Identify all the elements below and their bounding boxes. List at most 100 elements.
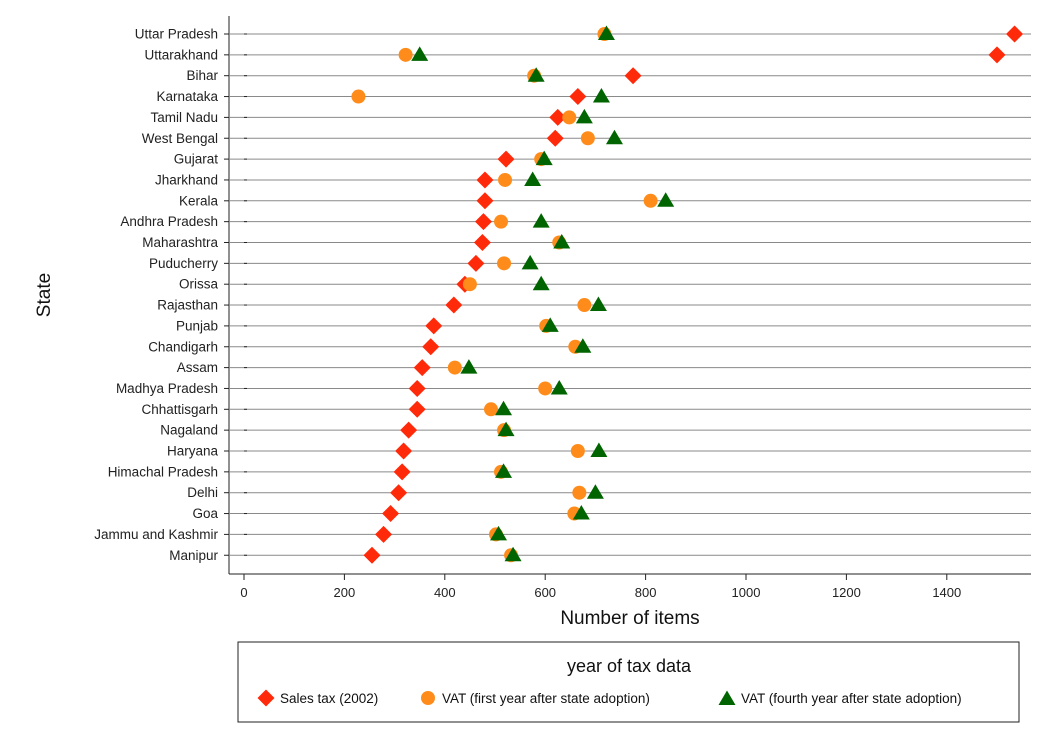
diamond-point-chandigarh xyxy=(422,338,440,356)
y-tick-label-nagaland: Nagaland xyxy=(160,423,218,438)
y-tick-label-orissa: Orissa xyxy=(179,277,218,292)
legend-label-vat-fourth-year-after-state-adoption: VAT (fourth year after state adoption) xyxy=(741,691,962,706)
triangle-point-haryana xyxy=(590,442,608,457)
circle-point-haryana xyxy=(570,444,585,458)
diamond-point-bihar xyxy=(624,67,642,85)
y-tick-label-haryana: Haryana xyxy=(167,444,219,459)
y-tick-label-west-bengal: West Bengal xyxy=(142,131,218,146)
y-tick-label-punjab: Punjab xyxy=(176,318,218,333)
triangle-point-assam xyxy=(460,359,478,374)
y-tick-label-maharashtra: Maharashtra xyxy=(142,235,218,250)
triangle-point-puducherry xyxy=(521,254,539,270)
triangle-point-himachal-pradesh xyxy=(495,463,513,478)
x-tick-label-800: 800 xyxy=(635,585,657,600)
legend-marker-vat-fourth-year-after-state-adoption xyxy=(718,690,736,705)
y-tick-label-uttar-pradesh: Uttar Pradesh xyxy=(135,27,218,42)
diamond-point-uttarakhand xyxy=(988,46,1006,64)
circle-point-madhya-pradesh xyxy=(538,381,553,396)
diamond-point-rajasthan xyxy=(445,296,463,314)
triangle-point-delhi xyxy=(586,484,604,499)
circle-point-rajasthan xyxy=(577,298,592,313)
y-tick-labels: Uttar Pradesh Uttarakhand Bihar Karnataka Ta… xyxy=(94,27,218,563)
y-tick-label-andhra-pradesh: Andhra Pradesh xyxy=(120,214,218,229)
legend-marker-vat-first-year-after-state-adoption xyxy=(421,691,435,705)
circle-point-chhattisgarh xyxy=(483,402,498,417)
diamond-point-delhi xyxy=(390,484,408,502)
diamond-point-madhya-pradesh xyxy=(408,379,426,397)
circle-point-uttarakhand xyxy=(398,47,413,62)
diamond-point-karnataka xyxy=(569,88,587,106)
triangle-point-uttarakhand xyxy=(411,46,429,61)
legend-marker-sales-tax-2002 xyxy=(257,689,275,707)
diamond-point-manipur xyxy=(363,546,381,564)
triangle-point-jharkhand xyxy=(524,171,542,186)
y-tick-label-jharkhand: Jharkhand xyxy=(155,172,218,187)
x-ticks: 0 200 400 600 800 1000 1200 1400 xyxy=(240,574,961,600)
y-tick-label-himachal-pradesh: Himachal Pradesh xyxy=(108,464,218,479)
y-axis-title: State xyxy=(34,273,55,317)
circle-point-orissa xyxy=(462,277,477,292)
triangle-point-bihar xyxy=(527,67,545,82)
triangle-point-orissa xyxy=(532,275,550,291)
diamond-point-andhra-pradesh xyxy=(474,213,492,231)
y-tick-label-chhattisgarh: Chhattisgarh xyxy=(141,402,218,417)
data-marks xyxy=(351,25,1024,564)
y-tick-label-chandigarh: Chandigarh xyxy=(148,339,218,354)
y-tick-label-karnataka: Karnataka xyxy=(156,89,218,104)
series-vat-fourth-year-after-state-adoption xyxy=(411,25,675,562)
diamond-point-kerala xyxy=(476,192,494,210)
gridlines xyxy=(224,33,1031,556)
y-tick-label-assam: Assam xyxy=(177,360,218,375)
x-axis-title: Number of items xyxy=(560,608,699,629)
legend-label-vat-first-year-after-state-adoption: VAT (first year after state adoption) xyxy=(442,691,650,706)
diamond-point-tamil-nadu xyxy=(549,108,567,126)
diamond-point-gujarat xyxy=(497,150,515,168)
diamond-point-nagaland xyxy=(400,421,418,439)
y-tick-label-puducherry: Puducherry xyxy=(149,256,218,271)
series-sales-tax-2002 xyxy=(363,25,1024,564)
triangle-point-jammu-and-kashmir xyxy=(490,525,508,541)
y-tick-label-madhya-pradesh: Madhya Pradesh xyxy=(116,381,218,396)
diamond-point-punjab xyxy=(425,317,443,335)
circle-point-delhi xyxy=(572,485,587,500)
x-tick-label-600: 600 xyxy=(534,585,556,600)
x-tick-label-1400: 1400 xyxy=(932,585,961,600)
y-tick-label-gujarat: Gujarat xyxy=(174,152,219,167)
triangle-point-uttar-pradesh xyxy=(597,25,615,40)
x-tick-label-0: 0 xyxy=(240,585,247,600)
x-tick-label-400: 400 xyxy=(434,585,456,600)
y-tick-label-kerala: Kerala xyxy=(179,193,219,208)
circle-point-assam xyxy=(447,360,462,375)
diamond-point-maharashtra xyxy=(473,234,491,251)
circle-point-tamil-nadu xyxy=(562,110,577,125)
triangle-point-chandigarh xyxy=(574,338,592,353)
triangle-point-andhra-pradesh xyxy=(532,213,550,228)
y-tick-label-manipur: Manipur xyxy=(169,548,218,563)
triangle-point-goa xyxy=(572,505,590,520)
circle-point-jharkhand xyxy=(498,172,513,187)
legend-box xyxy=(237,641,1020,723)
circle-point-puducherry xyxy=(497,256,512,271)
triangle-point-karnataka xyxy=(592,88,610,103)
triangle-point-chhattisgarh xyxy=(495,400,513,416)
y-tick-label-bihar: Bihar xyxy=(186,68,218,83)
triangle-point-madhya-pradesh xyxy=(550,379,568,395)
y-tick-label-jammu-and-kashmir: Jammu and Kashmir xyxy=(94,527,218,542)
triangle-point-kerala xyxy=(657,192,675,207)
diamond-point-puducherry xyxy=(467,254,485,272)
triangle-point-rajasthan xyxy=(589,296,607,312)
diamond-point-uttar-pradesh xyxy=(1006,25,1024,43)
diamond-point-jharkhand xyxy=(476,171,494,189)
circle-point-west-bengal xyxy=(580,131,595,146)
y-tick-label-uttarakhand: Uttarakhand xyxy=(144,47,218,62)
x-tick-label-1200: 1200 xyxy=(832,585,861,600)
y-tick-label-tamil-nadu: Tamil Nadu xyxy=(150,110,218,125)
x-tick-label-200: 200 xyxy=(334,585,356,600)
diamond-point-assam xyxy=(413,359,431,377)
triangle-point-west-bengal xyxy=(605,129,623,145)
legend-label-sales-tax-2002: Sales tax (2002) xyxy=(280,691,378,706)
triangle-point-tamil-nadu xyxy=(575,108,593,124)
circle-point-andhra-pradesh xyxy=(494,214,509,229)
circle-point-kerala xyxy=(643,193,658,208)
